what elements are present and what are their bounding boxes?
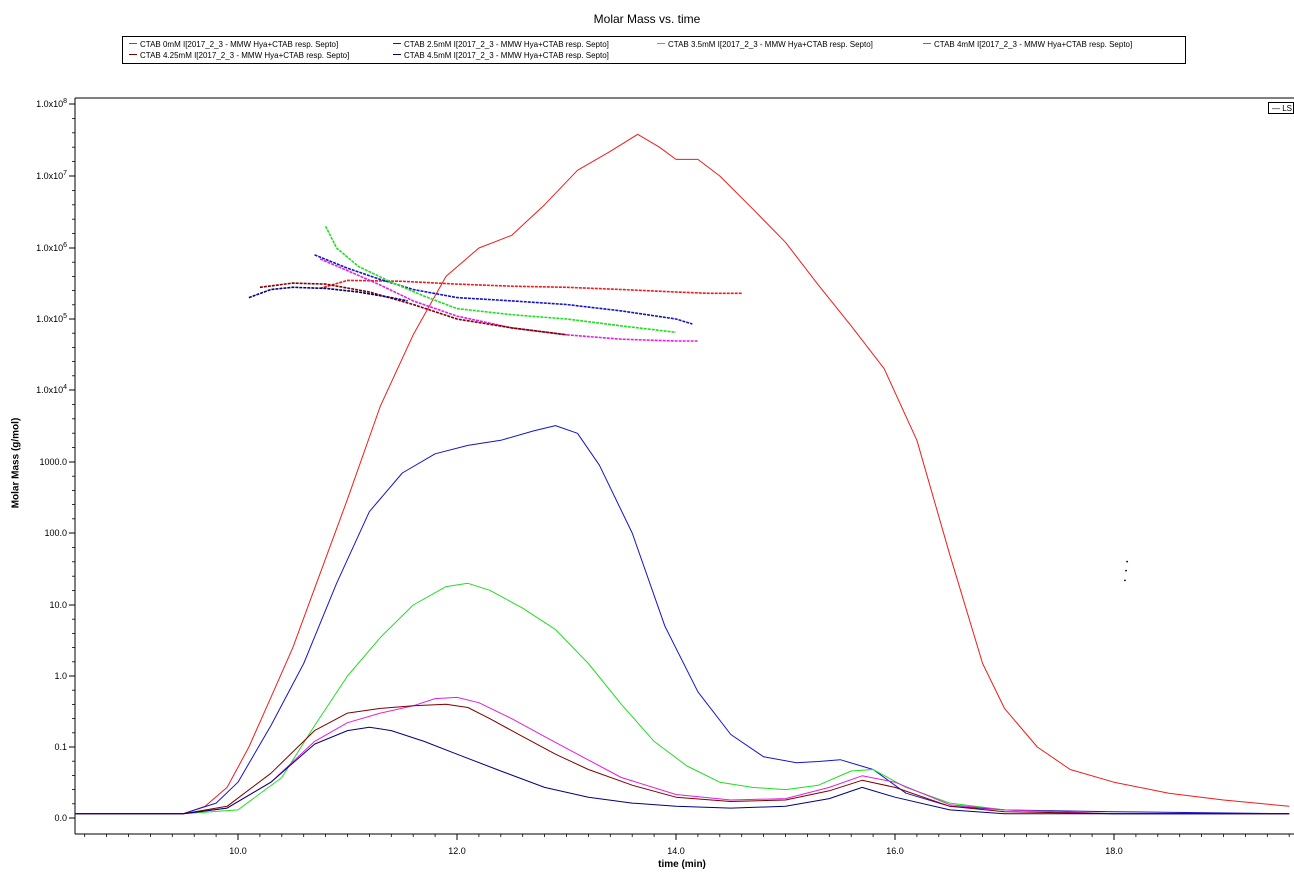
legend-swatch bbox=[393, 43, 401, 45]
ls-series-line bbox=[75, 582, 1290, 815]
x-tick-label: 14.0 bbox=[667, 846, 685, 856]
x-axis-label: time (min) bbox=[658, 859, 706, 870]
y-tick-label: 1.0x108 bbox=[36, 98, 67, 109]
legend-item: CTAB 4mM I[2017_2_3 - MMW Hya+CTAB resp.… bbox=[923, 40, 1132, 50]
stray-point bbox=[1125, 569, 1127, 572]
legend-label: CTAB 3.5mM I[2017_2_3 - MMW Hya+CTAB res… bbox=[668, 40, 873, 49]
legend-swatch bbox=[129, 54, 137, 56]
legend-item: CTAB 2.5mM I[2017_2_3 - MMW Hya+CTAB res… bbox=[393, 40, 609, 50]
legend-swatch bbox=[129, 43, 137, 45]
ls-label: LS bbox=[1282, 104, 1293, 113]
legend-swatch bbox=[923, 43, 931, 45]
legend-label: CTAB 4.5mM I[2017_2_3 - MMW Hya+CTAB res… bbox=[404, 51, 609, 60]
y-tick-label: 0.0 bbox=[54, 813, 67, 823]
legend-label: CTAB 4mM I[2017_2_3 - MMW Hya+CTAB resp.… bbox=[934, 40, 1133, 49]
y-tick-label: 1.0 bbox=[54, 671, 67, 681]
legend-item: CTAB 3.5mM I[2017_2_3 - MMW Hya+CTAB res… bbox=[657, 40, 873, 50]
y-tick-label: 0.1 bbox=[54, 742, 67, 752]
legend-item: CTAB 0mM I[2017_2_3 - MMW Hya+CTAB resp.… bbox=[129, 40, 338, 50]
y-tick-label: 10.0 bbox=[49, 600, 67, 610]
legend-item: CTAB 4.25mM I[2017_2_3 - MMW Hya+CTAB re… bbox=[129, 51, 349, 61]
legend-swatch bbox=[657, 43, 665, 45]
y-tick-label: 1.0x104 bbox=[36, 384, 67, 395]
chart-title: Molar Mass vs. time bbox=[593, 12, 701, 26]
ls-series-line bbox=[75, 425, 1290, 815]
x-tick-label: 12.0 bbox=[448, 846, 466, 856]
ls-series-line bbox=[75, 133, 1290, 815]
ls-legend-box: — LS bbox=[1268, 102, 1294, 114]
x-tick-label: 16.0 bbox=[886, 846, 904, 856]
stray-point bbox=[1126, 560, 1129, 563]
molar-mass-series-line bbox=[319, 279, 742, 295]
y-tick-label: 1000.0 bbox=[39, 457, 67, 467]
molar-mass-series-line bbox=[314, 254, 693, 325]
y-tick-label: 1.0x107 bbox=[36, 170, 67, 181]
legend-swatch bbox=[393, 54, 401, 56]
legend-label: CTAB 2.5mM I[2017_2_3 - MMW Hya+CTAB res… bbox=[404, 40, 609, 49]
molar-mass-series-line bbox=[324, 225, 677, 334]
ls-series-line bbox=[75, 726, 1290, 815]
molar-mass-series-line bbox=[319, 258, 698, 342]
y-axis-label: Molar Mass (g/mol) bbox=[10, 417, 22, 509]
x-tick-label: 10.0 bbox=[229, 846, 247, 856]
x-tick-label: 18.0 bbox=[1105, 846, 1123, 856]
y-tick-label: 100.0 bbox=[44, 528, 67, 538]
legend-label: CTAB 4.25mM I[2017_2_3 - MMW Hya+CTAB re… bbox=[140, 51, 350, 60]
ls-series-line bbox=[75, 703, 1290, 815]
legend-item: CTAB 4.5mM I[2017_2_3 - MMW Hya+CTAB res… bbox=[393, 51, 609, 61]
ls-series-line bbox=[75, 696, 1290, 815]
y-tick-label: 1.0x106 bbox=[36, 242, 67, 253]
molar-mass-series-line bbox=[248, 286, 408, 302]
legend-label: CTAB 0mM I[2017_2_3 - MMW Hya+CTAB resp.… bbox=[140, 40, 339, 49]
stray-point bbox=[1124, 579, 1126, 582]
y-tick-label: 1.0x105 bbox=[36, 313, 67, 324]
legend: CTAB 0mM I[2017_2_3 - MMW Hya+CTAB resp.… bbox=[122, 36, 1186, 64]
